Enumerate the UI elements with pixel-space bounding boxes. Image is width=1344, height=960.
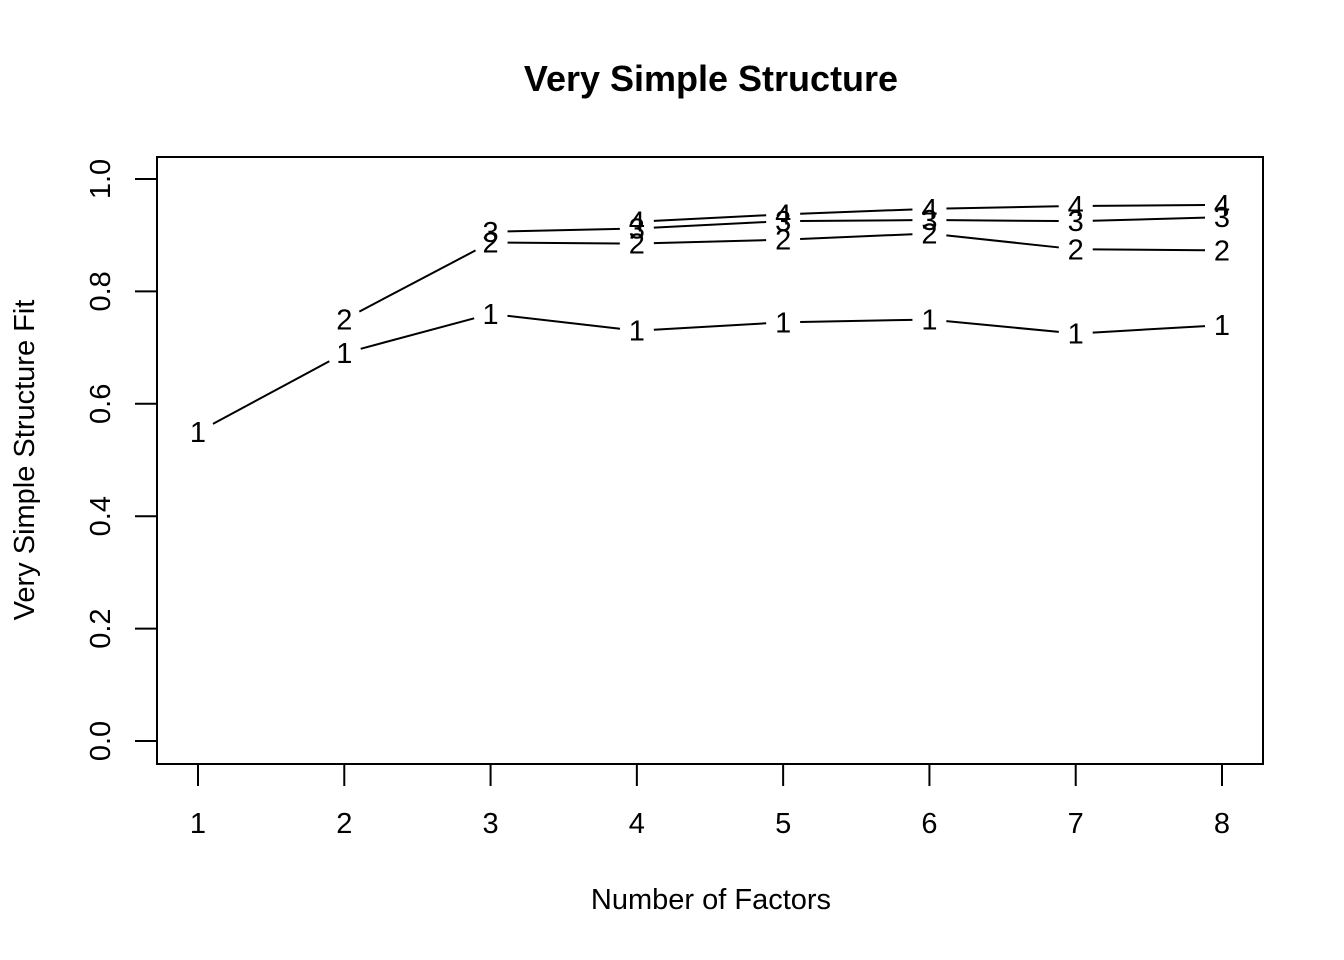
series-line-segment [946, 234, 1059, 249]
series-line-segment [653, 220, 767, 229]
series-line-segment [1092, 325, 1206, 334]
series-3: 3 3 3 3 3 3 [483, 202, 1231, 249]
data-point-label: 1 [190, 417, 206, 449]
series-line-segment [1092, 203, 1206, 207]
series-line-segment [212, 360, 330, 425]
data-point-label: 3 [1214, 202, 1230, 234]
series-line-segment [800, 233, 913, 240]
series-line-segment [1092, 248, 1206, 252]
y-tick-label: 0.2 [85, 608, 117, 648]
series-line-segment [358, 249, 476, 313]
y-tick-label: 0.8 [85, 271, 117, 311]
series-line-segment [800, 219, 913, 223]
x-tick-label: 6 [921, 808, 937, 840]
data-point-label: 1 [775, 307, 791, 339]
series-line-segment [946, 320, 1059, 333]
y-axis: 0.0 0.2 0.4 0.6 0.8 1.0 [85, 159, 158, 761]
data-point-label: 3 [483, 217, 499, 249]
series-line-segment [1092, 216, 1206, 222]
series-line-segment [946, 205, 1059, 210]
data-point-label: 1 [629, 316, 645, 348]
data-point-label: 2 [775, 225, 791, 257]
data-point-label: 3 [629, 213, 645, 245]
data-point-label: 2 [921, 219, 937, 251]
y-tick-label: 1.0 [85, 159, 117, 199]
x-axis: 1 2 3 4 5 6 7 8 [190, 763, 1230, 840]
data-point-label: 2 [1214, 235, 1230, 267]
x-tick-label: 3 [483, 808, 499, 840]
series-line-segment [946, 219, 1059, 223]
data-point-label: 4 [629, 207, 645, 239]
data-point-label: 3 [1068, 206, 1084, 238]
series-4: 4 4 4 4 4 [629, 190, 1230, 239]
data-point-label: 3 [775, 206, 791, 238]
y-axis-label: Very Simple Structure Fit [9, 300, 41, 621]
data-point-label: 2 [1068, 234, 1084, 266]
data-point-label: 1 [1214, 310, 1230, 342]
data-point-label: 1 [921, 305, 937, 337]
x-tick-label: 1 [190, 808, 206, 840]
series-line-segment [653, 322, 767, 331]
x-tick-label: 7 [1068, 808, 1084, 840]
data-point-label: 4 [775, 199, 791, 231]
series-line-segment [507, 241, 620, 245]
data-point-label: 4 [1068, 191, 1084, 223]
data-point-label: 1 [483, 299, 499, 331]
plot-frame [156, 156, 1264, 765]
x-tick-label: 4 [629, 808, 645, 840]
series-line-segment [653, 214, 767, 222]
x-tick-label: 5 [775, 808, 791, 840]
y-tick-label: 0.4 [85, 496, 117, 536]
series-line-segment [800, 208, 913, 215]
data-point-label: 2 [629, 229, 645, 261]
data-point-label: 1 [336, 338, 352, 370]
series-line-segment [653, 239, 767, 245]
data-point-label: 4 [1214, 190, 1230, 222]
series-line-segment [800, 318, 913, 323]
data-point-label: 2 [336, 305, 352, 337]
y-tick-label: 0.6 [85, 384, 117, 424]
data-point-label: 1 [1068, 319, 1084, 351]
series-line-segment [360, 317, 475, 350]
series-line-segment [507, 227, 620, 233]
x-axis-label: Number of Factors [591, 884, 831, 916]
data-point-label: 4 [921, 194, 937, 226]
series-2: 2 2 2 2 2 2 2 [336, 219, 1230, 337]
data-point-label: 2 [483, 228, 499, 260]
series-1: 1 1 1 1 1 1 1 1 [190, 299, 1230, 449]
series-line-segment [507, 314, 621, 330]
x-tick-label: 8 [1214, 808, 1230, 840]
data-point-label: 3 [921, 205, 937, 237]
y-tick-label: 0.0 [85, 721, 117, 761]
chart-title: Very Simple Structure [524, 58, 898, 99]
x-tick-label: 2 [336, 808, 352, 840]
